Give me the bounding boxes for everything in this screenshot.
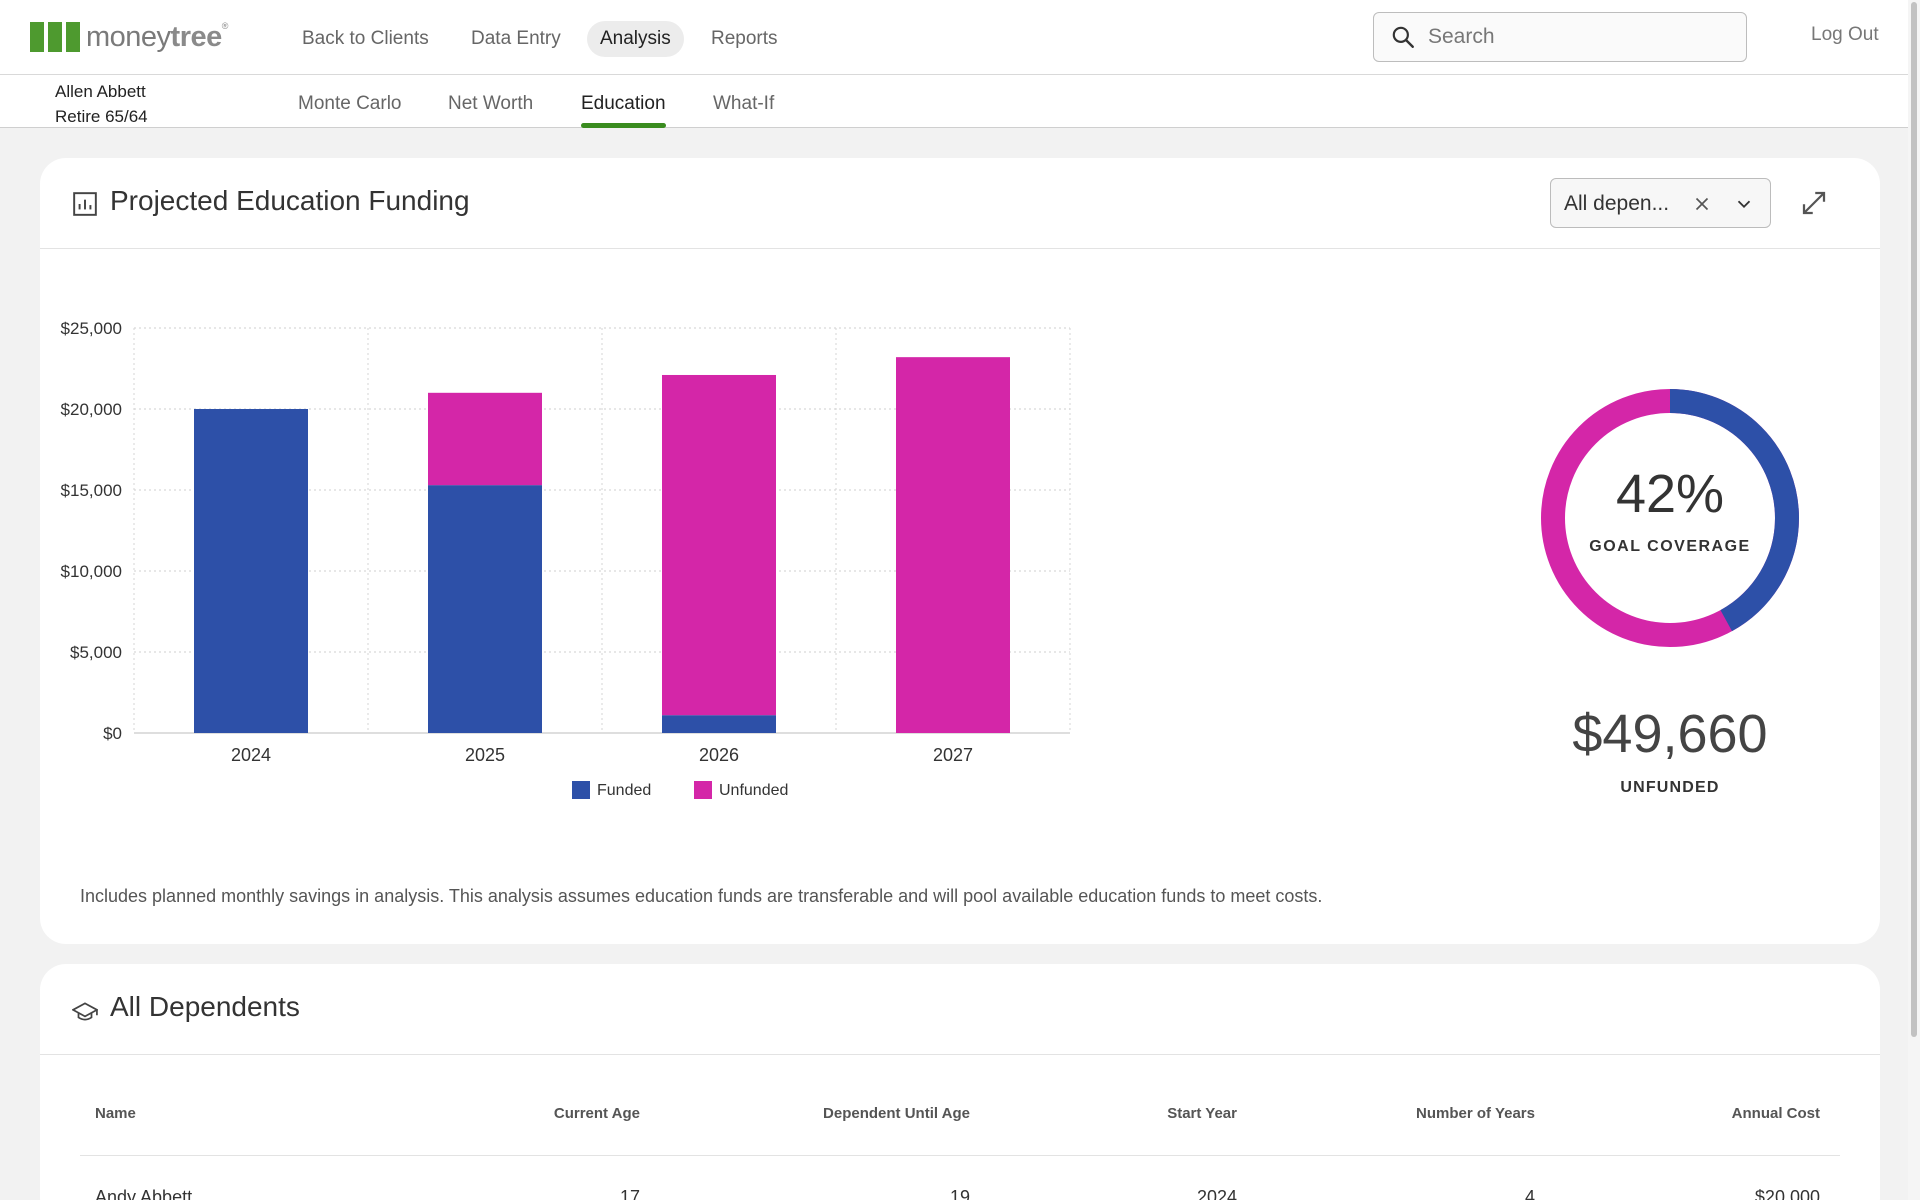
card-title: Projected Education Funding (110, 185, 470, 216)
tab-what-if[interactable]: What-If (713, 93, 775, 114)
x-tick-label: 2024 (231, 745, 271, 765)
analysis-note: Includes planned monthly savings in anal… (80, 886, 1323, 906)
chevron-down-icon[interactable] (1733, 193, 1755, 215)
y-tick-label: $15,000 (61, 481, 122, 500)
x-tick-label: 2026 (699, 745, 739, 765)
logo-bars-icon (30, 22, 80, 52)
moneytree-logo[interactable]: moneytree® (30, 20, 228, 54)
goal-coverage-donut: 42% GOAL COVERAGE (1530, 378, 1810, 658)
top-navigation: moneytree® Back to Clients Data Entry An… (0, 0, 1908, 75)
search-icon (1392, 26, 1414, 48)
legend-label-unfunded: Unfunded (719, 782, 788, 799)
y-tick-label: $0 (103, 724, 122, 743)
search-box[interactable] (1373, 12, 1747, 62)
expand-icon[interactable] (1799, 188, 1829, 218)
y-tick-label: $5,000 (70, 643, 122, 662)
x-tick-label: 2025 (465, 745, 505, 765)
card-header: All Dependents (40, 964, 1880, 1055)
column-header-current-age[interactable]: Current Age (553, 1105, 640, 1122)
education-funding-chart: $0 $5,000 $10,000 $15,000 $20,000 $25,000 2024… (61, 319, 1071, 799)
cell-start-year: 2024 (1196, 1187, 1237, 1200)
tab-education[interactable]: Education (581, 93, 666, 128)
nav-analysis[interactable]: Analysis (587, 21, 684, 57)
nav-back-to-clients[interactable]: Back to Clients (302, 28, 429, 49)
y-tick-label: $10,000 (61, 562, 122, 581)
cell-name: Andy Abbett (95, 1187, 193, 1200)
cell-annual-cost: $20,000 (1754, 1187, 1820, 1200)
bar-unfunded-2025 (428, 392, 542, 486)
card-title: All Dependents (110, 991, 300, 1022)
cell-current-age: 17 (619, 1187, 640, 1200)
tab-monte-carlo[interactable]: Monte Carlo (298, 93, 402, 114)
tab-net-worth[interactable]: Net Worth (448, 93, 534, 114)
legend-label-funded: Funded (597, 782, 651, 799)
page-scrollbar[interactable] (1908, 0, 1920, 1200)
logo-text-money: money (86, 20, 171, 53)
client-info: Allen Abbett Retire 65/64 (55, 79, 148, 129)
education-funding-card: Projected Education Funding All depen...… (40, 158, 1880, 944)
cell-dependent-until-age: 19 (949, 1187, 970, 1200)
column-header-number-of-years[interactable]: Number of Years (1416, 1105, 1535, 1122)
table-row[interactable]: Andy Abbett 17 19 2024 4 $20,000 (80, 1156, 1840, 1200)
bar-chart-icon (73, 192, 97, 216)
y-tick-label: $20,000 (61, 400, 122, 419)
search-input[interactable] (1428, 25, 1728, 49)
dependent-select[interactable]: All depen... (1550, 178, 1771, 228)
unfunded-label: UNFUNDED (1620, 779, 1720, 796)
client-name: Allen Abbett (55, 82, 146, 101)
logo-registered-mark: ® (221, 20, 229, 31)
graduation-cap-icon (72, 1002, 98, 1021)
dependents-card: All Dependents Name Current Age Dependen… (40, 964, 1880, 1200)
clear-icon[interactable] (1691, 193, 1713, 215)
donut-ring (1541, 389, 1799, 647)
cell-number-of-years: 4 (1524, 1187, 1535, 1200)
donut-funded-arc (1541, 389, 1799, 647)
nav-reports[interactable]: Reports (711, 28, 778, 49)
unfunded-amount: $49,660 (1572, 704, 1768, 764)
table-header-row: Name Current Age Dependent Until Age Sta… (80, 1105, 1840, 1156)
bar-funded-2026 (662, 715, 776, 733)
column-header-annual-cost[interactable]: Annual Cost (1731, 1105, 1820, 1122)
goal-coverage-label: GOAL COVERAGE (1589, 538, 1751, 555)
client-retire-ages: Retire 65/64 (55, 107, 148, 126)
bar-unfunded-2027 (896, 357, 1010, 733)
y-tick-label: $25,000 (61, 319, 122, 338)
goal-coverage-percent: 42% (1615, 464, 1725, 524)
bar-unfunded-2026 (662, 374, 776, 716)
x-tick-label: 2027 (933, 745, 973, 765)
logout-link[interactable]: Log Out (1811, 24, 1879, 45)
card-header: Projected Education Funding All depen... (40, 158, 1880, 249)
column-header-dependent-until-age[interactable]: Dependent Until Age (823, 1105, 970, 1122)
sub-navigation: Allen Abbett Retire 65/64 Monte Carlo Ne… (0, 75, 1908, 128)
bar-funded-2025 (428, 485, 542, 733)
legend-swatch-unfunded (694, 781, 712, 799)
dependents-table: Name Current Age Dependent Until Age Sta… (80, 1105, 1840, 1200)
scrollbar-thumb[interactable] (1911, 2, 1917, 1037)
legend-swatch-funded (572, 781, 590, 799)
logo-text-tree: tree (170, 20, 223, 53)
nav-data-entry[interactable]: Data Entry (471, 28, 561, 49)
column-header-name[interactable]: Name (95, 1105, 136, 1122)
dependent-select-value: All depen... (1564, 192, 1670, 215)
bar-funded-2024 (194, 409, 308, 733)
column-header-start-year[interactable]: Start Year (1167, 1105, 1237, 1122)
